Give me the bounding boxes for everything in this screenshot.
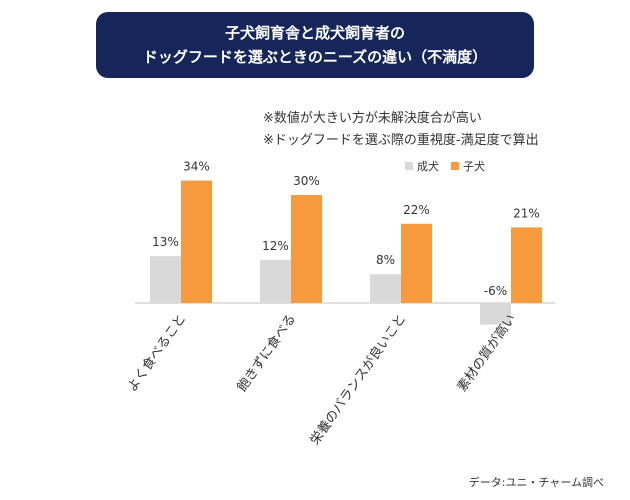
legend-swatch-puppy (451, 162, 459, 170)
note-1: ※数値が大きい方が未解決度合が高い (263, 111, 482, 126)
legend: 成犬 子犬 (405, 158, 485, 174)
data-label-puppy-1: 30% (293, 174, 320, 188)
bar-adult-3 (480, 303, 511, 325)
bar-puppy-1 (291, 195, 322, 303)
data-label-puppy-0: 34% (183, 160, 210, 174)
data-source: データ:ユニ・チャーム調べ (468, 476, 604, 489)
category-label-1: 飽きずに食べる (234, 311, 299, 395)
legend-swatch-adult (405, 162, 413, 170)
bar-puppy-0 (181, 180, 212, 303)
category-label-0: よく食べること (124, 311, 189, 395)
legend-label-adult: 成犬 (417, 160, 439, 173)
bar-puppy-3 (511, 227, 542, 303)
chart-title: 子犬飼育舎と成犬飼育者の ドッグフードを選ぶときのニーズの違い（不満度） (96, 12, 534, 78)
bar-adult-1 (260, 259, 291, 303)
note-2: ※ドッグフードを選ぶ際の重視度-満足度で算出 (263, 133, 539, 148)
data-label-adult-2: 8% (376, 253, 395, 267)
bar-adult-2 (370, 274, 401, 303)
chart-notes: ※数値が大きい方が未解決度合が高い ※ドッグフードを選ぶ際の重視度-満足度で算出 (263, 108, 539, 152)
bar-puppy-2 (401, 223, 432, 303)
chart-title-line2: ドッグフードを選ぶときのニーズの違い（不満度） (142, 48, 488, 66)
data-label-puppy-2: 22% (403, 203, 430, 217)
legend-item-puppy: 子犬 (451, 158, 485, 174)
category-label-2: 栄養のバランスが良いこと (307, 311, 409, 448)
data-label-puppy-3: 21% (513, 206, 540, 220)
chart-title-line1: 子犬飼育舎と成犬飼育者の (224, 24, 405, 42)
data-label-adult-1: 12% (262, 239, 289, 253)
data-label-adult-3: -6% (484, 284, 507, 298)
bar-adult-0 (150, 256, 181, 303)
legend-item-adult: 成犬 (405, 158, 439, 174)
data-label-adult-0: 13% (152, 235, 179, 249)
legend-label-puppy: 子犬 (463, 160, 485, 173)
